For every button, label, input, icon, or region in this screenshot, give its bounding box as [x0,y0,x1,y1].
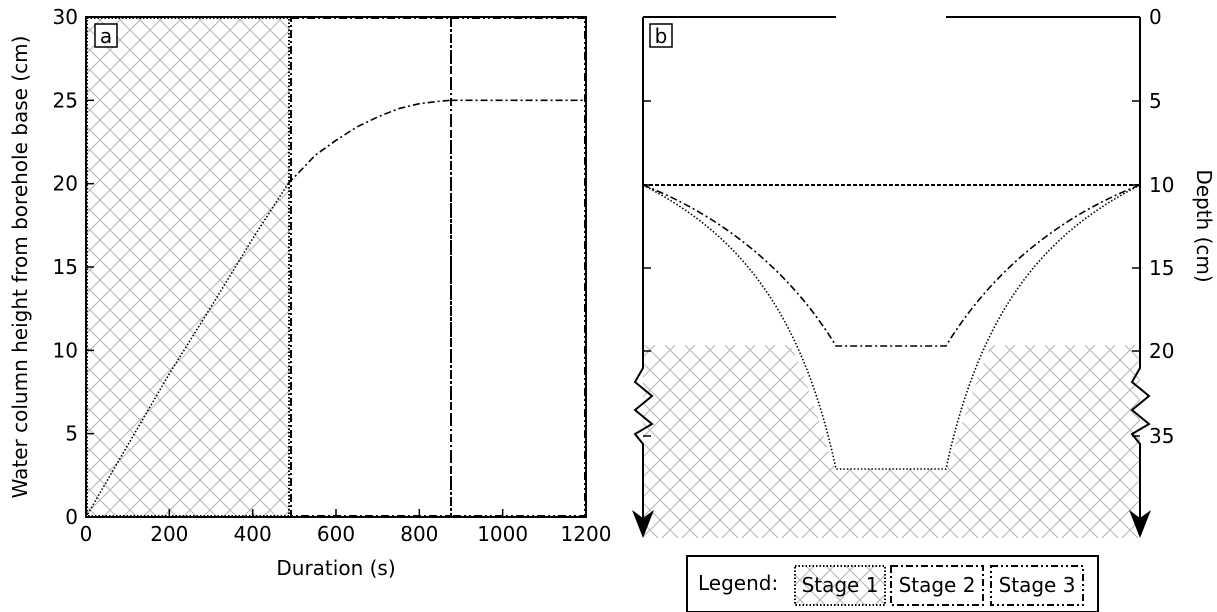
depth-tick-label: 15 [1149,256,1174,280]
legend-stage3-box [990,565,1084,606]
y-tick-label: 25 [53,88,78,112]
panel-b-tag-box [649,23,673,48]
x-tick-label: 200 [150,522,188,546]
y-tick-label: 30 [53,5,78,29]
y-tick-label: 10 [53,338,78,362]
stage3-box [450,17,586,517]
x-tick-label: 400 [234,522,272,546]
legend-stage1-box [794,565,886,606]
legend-stage1-label: Stage 1 [802,573,879,597]
stage1-hatch [86,17,290,517]
panel-a-chart: 0 200 400 600 800 1000 1200 0 5 10 15 20 25 30 a Dura… [8,5,611,580]
legend-stage3-label: Stage 3 [999,573,1076,597]
depth-tick-label: 0 [1149,5,1162,29]
x-axis-label: Duration (s) [276,556,395,580]
series-stage2-line [287,99,451,185]
x-tick-label: 0 [80,522,93,546]
panel-b-diagram: b 0 5 10 15 20 35 Depth (cm) [632,5,1216,538]
stage2-box [290,17,452,517]
right-wall [1130,17,1151,522]
left-arrow-icon [632,510,654,538]
legend: Legend: Stage 1 Stage 2 Stage 3 [686,555,1099,612]
y-axis-label: Water column height from borehole base (… [8,36,32,499]
x-tick-label: 1200 [561,522,612,546]
panel-a-tag-box [94,23,118,48]
depth-tick-label: 35 [1149,424,1174,448]
legend-stage2-label: Stage 2 [899,573,976,597]
legend-stage2-box [890,565,984,606]
x-tick-label: 600 [317,522,355,546]
depth-tick-label: 20 [1149,339,1174,363]
x-tick-label: 1000 [477,522,528,546]
depth-axis-label: Depth (cm) [1192,169,1216,282]
panel-a-tag: a [100,24,112,48]
right-arrow-icon [1129,510,1151,538]
depth-tick-label: 10 [1149,173,1174,197]
y-tick-label: 15 [53,255,78,279]
legend-title: Legend: [698,571,778,595]
y-tick-label: 5 [65,422,78,446]
left-wall [633,17,654,522]
ground-hatch [643,345,1140,538]
legend-stage1-hatch [795,566,885,605]
y-tick-label: 0 [65,505,78,529]
panel-b-tag: b [655,24,668,48]
stage2-cone [642,184,1141,347]
depth-tick-label: 5 [1149,89,1162,113]
x-tick-label: 800 [400,522,438,546]
y-tick-label: 20 [53,172,78,196]
